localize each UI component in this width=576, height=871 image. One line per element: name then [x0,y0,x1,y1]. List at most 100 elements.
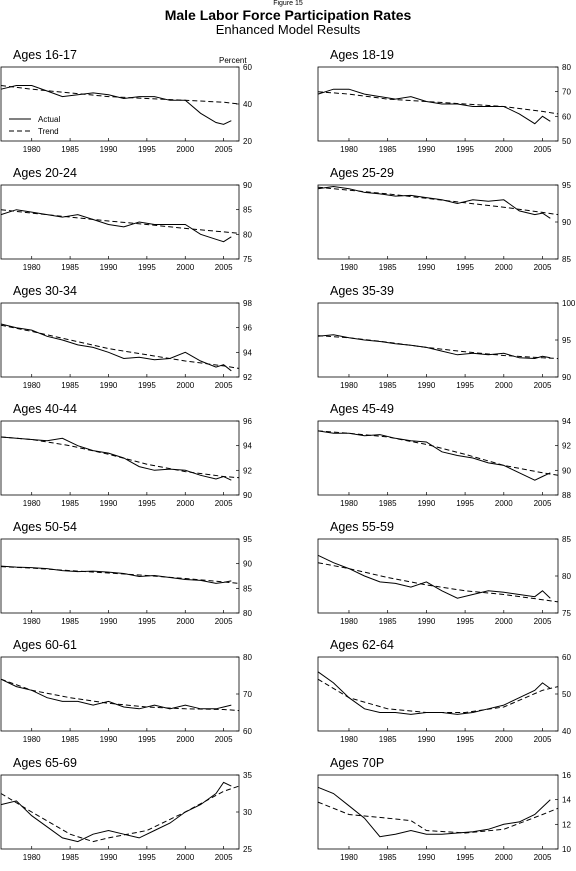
x-tick-label: 1990 [100,381,118,390]
x-tick-label: 2005 [534,617,552,626]
x-tick-label: 1985 [61,381,79,390]
panel-title: Ages 45-49 [330,402,394,416]
y-tick-label: 80 [243,609,252,618]
y-tick-label: 85 [562,535,571,544]
x-tick-label: 2005 [215,145,233,154]
x-tick-label: 2000 [495,853,513,862]
x-tick-label: 1990 [417,145,435,154]
y-tick-label: 90 [562,373,571,382]
plot-frame [0,420,240,496]
y-tick-label: 90 [243,181,252,190]
x-tick-label: 1990 [100,735,118,744]
x-tick-label: 1980 [23,853,41,862]
x-tick-label: 2000 [176,853,194,862]
x-tick-label: 1980 [340,499,358,508]
panel-title: Ages 70P [330,756,384,770]
x-tick-label: 1995 [138,499,156,508]
y-tick-label: 25 [243,845,252,854]
y-tick-label: 80 [562,572,571,581]
x-tick-label: 2000 [176,499,194,508]
x-tick-label: 2005 [215,853,233,862]
actual-line [0,209,232,243]
y-tick-label: 94 [243,442,252,451]
trend-line [0,85,240,105]
y-tick-label: 30 [243,808,252,817]
x-tick-label: 1985 [61,499,79,508]
y-tick-label: 85 [562,255,571,264]
panel-title: Ages 50-54 [13,520,77,534]
x-tick-label: 2005 [534,145,552,154]
legend-actual-label: Actual [38,115,60,124]
actual-line [0,781,232,843]
x-tick-label: 2000 [495,499,513,508]
y-tick-label: 20 [243,137,252,146]
figure-label: Figure 15 [273,0,303,7]
x-tick-label: 1990 [417,853,435,862]
trend-line [317,562,559,603]
x-tick-label: 2005 [215,617,233,626]
y-tick-label: 16 [562,771,571,780]
x-tick-label: 2000 [495,617,513,626]
trend-line [317,91,559,115]
y-tick-label: 85 [243,584,252,593]
trend-line [317,186,559,216]
x-tick-label: 1995 [456,735,474,744]
x-tick-label: 1990 [417,263,435,272]
y-tick-label: 50 [562,137,571,146]
x-tick-label: 1985 [61,735,79,744]
plot-frame [0,184,240,260]
y-tick-label: 90 [243,560,252,569]
y-tick-label: 95 [562,181,571,190]
y-tick-label: 92 [562,442,571,451]
x-tick-label: 2005 [215,263,233,272]
trend-line [317,430,559,476]
x-tick-label: 2005 [534,853,552,862]
x-tick-label: 1990 [417,735,435,744]
x-tick-label: 1990 [100,145,118,154]
x-tick-label: 2005 [534,263,552,272]
x-tick-label: 1980 [23,145,41,154]
trend-line [0,436,240,479]
x-tick-label: 1985 [379,499,397,508]
x-tick-label: 1995 [456,263,474,272]
actual-line [317,671,551,715]
plot-frame [317,774,559,850]
y-tick-label: 14 [562,796,571,805]
plot-frame [317,184,559,260]
plot-frame [0,656,240,732]
x-tick-label: 2000 [176,145,194,154]
y-tick-label: 12 [562,820,571,829]
x-tick-label: 1985 [379,853,397,862]
y-tick-label: 80 [243,653,252,662]
actual-line [317,185,551,219]
plot-frame [0,774,240,850]
panel-title: Ages 55-59 [330,520,394,534]
x-tick-label: 1985 [379,617,397,626]
y-tick-label: 50 [562,690,571,699]
figure-title: Male Labor Force Participation Rates [164,7,412,23]
y-tick-label: 92 [243,373,252,382]
x-tick-label: 2005 [215,499,233,508]
actual-line [317,430,551,481]
x-tick-label: 1985 [379,263,397,272]
actual-line [317,334,551,360]
x-tick-label: 1980 [340,381,358,390]
legend-trend-label: Trend [38,127,59,136]
y-tick-label: 95 [243,535,252,544]
x-tick-label: 2000 [495,263,513,272]
x-tick-label: 2005 [215,735,233,744]
actual-line [317,554,551,599]
x-tick-label: 1995 [138,617,156,626]
trend-line [0,785,240,843]
x-tick-label: 2005 [534,499,552,508]
actual-line [0,678,232,710]
plot-frame [0,66,240,142]
actual-line [317,786,551,838]
y-tick-label: 60 [562,112,571,121]
x-tick-label: 1995 [456,853,474,862]
x-tick-label: 1995 [138,735,156,744]
actual-line [0,323,232,372]
panel-title: Ages 20-24 [13,166,77,180]
x-tick-label: 1995 [456,499,474,508]
